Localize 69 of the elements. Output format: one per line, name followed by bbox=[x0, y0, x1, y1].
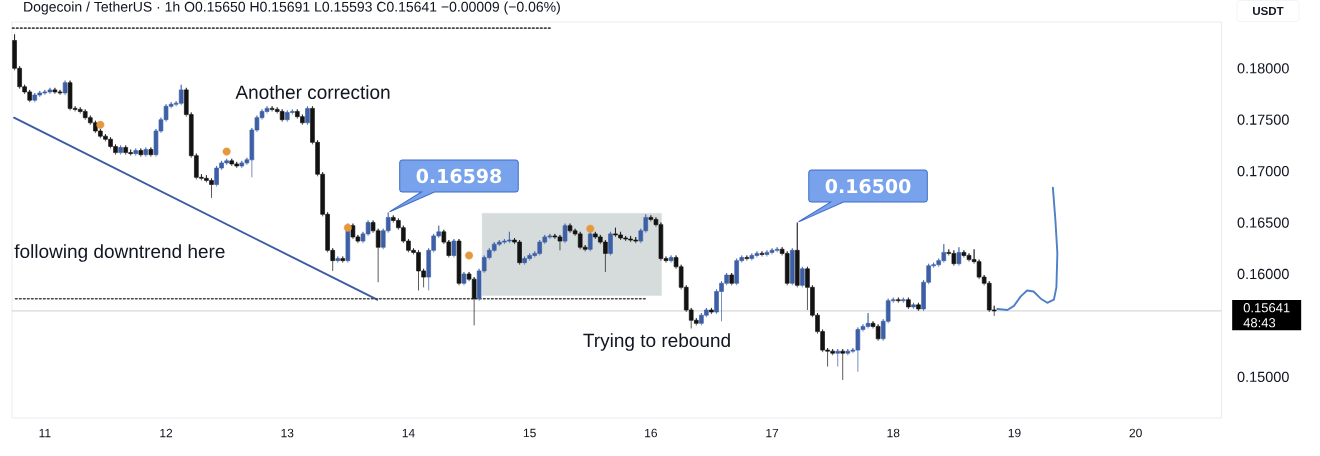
x-tick-label: 18 bbox=[887, 428, 900, 438]
candlestick bbox=[143, 147, 149, 158]
candlestick bbox=[229, 158, 235, 167]
candlestick bbox=[835, 348, 841, 367]
annotation: Another correction bbox=[235, 85, 390, 99]
annotation: Trying to rebound bbox=[583, 333, 730, 351]
candlestick bbox=[456, 238, 462, 286]
x-tick-label: 12 bbox=[160, 428, 173, 438]
candlestick bbox=[461, 271, 467, 286]
x-tick-label: 15 bbox=[523, 428, 536, 438]
candlestick bbox=[118, 145, 123, 156]
candlestick bbox=[138, 148, 144, 158]
candlestick bbox=[916, 302, 921, 312]
y-tick-label: 0.18000 bbox=[1237, 63, 1289, 74]
candlestick bbox=[845, 348, 851, 356]
candlestick bbox=[901, 297, 906, 304]
candlestick bbox=[840, 348, 845, 381]
candlestick bbox=[668, 255, 674, 264]
x-tick-label: 13 bbox=[281, 428, 294, 438]
candlestick bbox=[911, 302, 916, 310]
chart-title: Dogecoin / TetherUS · 1h O0.15650 H0.15691 L0.15593 C0.15641 −0.00009 (−0.06%) bbox=[24, 1, 560, 15]
candlestick bbox=[709, 307, 714, 315]
annotation: following downtrend here bbox=[14, 244, 225, 262]
x-tick-label: 14 bbox=[402, 428, 415, 438]
point bbox=[222, 147, 231, 156]
candlestick bbox=[148, 147, 154, 158]
candlestick bbox=[451, 238, 457, 258]
x-tick-label: 17 bbox=[766, 428, 779, 438]
candlestick bbox=[956, 246, 962, 267]
candlestick bbox=[133, 148, 139, 157]
candlestick bbox=[562, 223, 568, 244]
x-tick-label: 11 bbox=[39, 428, 51, 438]
annotation: 0.16598 bbox=[416, 168, 502, 184]
candlestick bbox=[800, 266, 805, 288]
candlestick bbox=[239, 160, 245, 169]
candlestick bbox=[32, 92, 38, 103]
text: 48:43 bbox=[1243, 318, 1276, 328]
y-tick-label: 0.15000 bbox=[1237, 371, 1289, 382]
y-tick-label: 0.17500 bbox=[1237, 114, 1289, 125]
candlestick bbox=[340, 256, 346, 264]
point bbox=[465, 251, 474, 260]
x-tick-label: 20 bbox=[1129, 428, 1142, 438]
line-series bbox=[996, 186, 1059, 311]
candlestick bbox=[178, 84, 184, 106]
annotation: 0.16500 bbox=[825, 178, 911, 194]
y-tick-label: 0.16500 bbox=[1237, 217, 1289, 228]
point bbox=[96, 120, 105, 129]
candlestick bbox=[335, 256, 341, 264]
candlestick bbox=[896, 297, 901, 304]
candlestick bbox=[729, 272, 734, 286]
y-axis-title: USDT bbox=[1253, 6, 1284, 16]
x-tick-label: 16 bbox=[645, 428, 657, 438]
candlestick bbox=[795, 222, 800, 288]
x-tick-label: 19 bbox=[1008, 428, 1021, 438]
point bbox=[586, 224, 595, 233]
candlestick bbox=[279, 109, 285, 123]
candlestick bbox=[62, 80, 68, 96]
y-tick-label: 0.17000 bbox=[1237, 166, 1289, 177]
candlestick bbox=[759, 251, 765, 257]
candlestick bbox=[305, 105, 310, 126]
y-tick-label: 0.16000 bbox=[1237, 268, 1289, 280]
candlestick bbox=[784, 251, 790, 286]
point bbox=[343, 223, 352, 232]
candlestick bbox=[744, 255, 750, 261]
candlestick bbox=[790, 247, 795, 286]
candlestick bbox=[749, 253, 755, 261]
ref-line-label: 0.15641 bbox=[1243, 303, 1290, 313]
candlestick bbox=[906, 297, 911, 310]
candlestick bbox=[608, 231, 613, 256]
